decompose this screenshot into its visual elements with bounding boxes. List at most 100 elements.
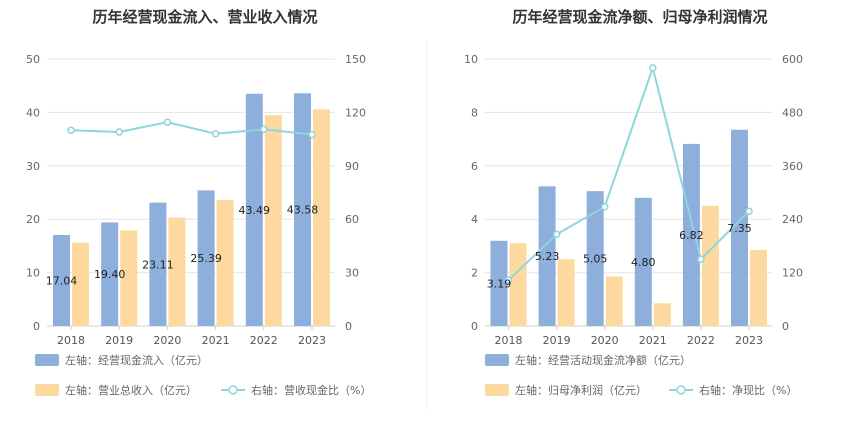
bar-series1 <box>586 191 604 326</box>
bar-series2 <box>653 303 671 326</box>
line-series <box>507 64 750 281</box>
bar-data-label: 6.82 <box>679 229 704 242</box>
legend-label: 左轴：经营现金流入（亿元） <box>65 353 208 367</box>
y-right-tick-label: 0 <box>782 320 789 333</box>
bar-data-label: 19.40 <box>94 268 126 281</box>
line-point <box>67 126 75 134</box>
y-left-tick-label: 2 <box>471 267 478 280</box>
x-tick-label: 2022 <box>687 334 715 347</box>
legend-line-marker <box>228 385 238 395</box>
y-left-tick-label: 6 <box>471 160 478 173</box>
y-left-tick-label: 10 <box>464 53 478 66</box>
line-point <box>600 202 609 211</box>
legend-swatch <box>35 384 59 396</box>
bar-series1 <box>682 143 700 326</box>
bar-series1 <box>538 186 556 326</box>
y-right-tick-label: 240 <box>782 213 803 226</box>
legend-label: 右轴：营收现金比（%） <box>251 383 371 397</box>
bar-data-label: 23.11 <box>142 258 174 271</box>
legend-label: 左轴：归母净利润（亿元） <box>515 383 647 397</box>
y-right-tick-label: 60 <box>345 213 359 226</box>
line-point <box>211 130 220 138</box>
y-left-tick-label: 8 <box>471 106 478 119</box>
bar-series1 <box>634 197 652 326</box>
y-left-tick-label: 0 <box>33 320 40 333</box>
bar-series2 <box>605 276 623 326</box>
line-point <box>552 230 561 239</box>
chart-title: 历年经营现金流净额、归母净利润情况 <box>512 8 767 26</box>
bar-series1 <box>101 222 119 326</box>
x-tick-label: 2020 <box>591 334 619 347</box>
legend-swatch <box>485 354 509 366</box>
line-point <box>697 255 705 263</box>
bar-series1 <box>294 93 311 326</box>
bar-series1 <box>731 129 748 326</box>
bar-series1 <box>245 93 263 326</box>
legend-line-marker <box>676 385 686 395</box>
legend-label: 右轴：净现比（%） <box>699 383 797 397</box>
bar-series2 <box>120 230 138 326</box>
x-tick-label: 2019 <box>543 334 571 347</box>
bar-series2 <box>701 205 719 326</box>
bar-series1 <box>53 235 70 326</box>
bar-data-label: 3.19 <box>487 277 512 290</box>
bar-data-label: 25.39 <box>190 252 222 265</box>
bar-data-label: 5.23 <box>535 250 560 263</box>
bar-series2 <box>313 109 330 326</box>
line-point <box>163 118 172 126</box>
chart-panel-2: 历年经营现金流净额、归母净利润情况 0 2 4 6 8 10 0 120 240 360 480 600… <box>464 8 803 397</box>
y-right-tick-label: 0 <box>345 320 352 333</box>
x-tick-label: 2020 <box>153 334 181 347</box>
y-left-tick-label: 40 <box>26 106 40 119</box>
x-tick-label: 2018 <box>495 334 523 347</box>
bar-series2 <box>750 249 767 326</box>
y-right-tick-label: 120 <box>782 267 803 280</box>
y-left-tick-label: 50 <box>26 53 40 66</box>
chart-panel-1: 历年经营现金流入、营业收入情况 0 10 20 30 40 50 0 30 60 90 120 150 2… <box>26 8 371 397</box>
line-point <box>504 276 513 284</box>
y-left-tick-label: 4 <box>471 213 478 226</box>
y-left-tick-label: 0 <box>471 320 478 333</box>
y-right-tick-label: 30 <box>345 267 359 280</box>
bar-series1 <box>149 202 167 326</box>
x-tick-label: 2022 <box>250 334 278 347</box>
y-right-tick-label: 360 <box>782 160 803 173</box>
line-point <box>115 128 123 136</box>
bar-series1 <box>197 190 215 326</box>
bar-series2 <box>264 115 282 326</box>
x-tick-label: 2023 <box>298 334 326 347</box>
bar-data-label: 43.49 <box>239 204 271 217</box>
bar-data-label: 43.58 <box>287 204 319 217</box>
y-right-tick-label: 150 <box>345 53 366 66</box>
x-tick-label: 2018 <box>57 334 85 347</box>
line-point <box>308 130 316 139</box>
bar-series2 <box>216 199 234 326</box>
y-right-tick-label: 600 <box>782 53 803 66</box>
y-right-tick-label: 480 <box>782 106 803 119</box>
legend-swatch <box>35 354 59 366</box>
line-point <box>649 64 657 72</box>
bar-data-label: 17.04 <box>46 275 78 288</box>
line-point <box>260 125 268 134</box>
bar-data-label: 5.05 <box>583 253 608 266</box>
bar-series2 <box>557 259 575 326</box>
y-right-tick-label: 120 <box>345 106 366 119</box>
chart-title: 历年经营现金流入、营业收入情况 <box>92 8 317 26</box>
x-tick-label: 2019 <box>105 334 133 347</box>
bar-series2 <box>72 242 89 326</box>
legend-swatch <box>485 384 509 396</box>
line-point <box>745 207 753 215</box>
y-right-tick-label: 90 <box>345 160 359 173</box>
x-tick-label: 2023 <box>735 334 763 347</box>
y-left-tick-label: 20 <box>26 213 40 226</box>
bar-data-label: 4.80 <box>631 256 656 269</box>
line-series <box>70 121 313 136</box>
legend-label: 左轴：经营活动现金流净额（亿元） <box>515 353 691 367</box>
legend-label: 左轴：营业总收入（亿元） <box>65 383 197 397</box>
bar-data-label: 7.35 <box>727 222 752 235</box>
y-left-tick-label: 10 <box>26 267 40 280</box>
y-left-tick-label: 30 <box>26 160 40 173</box>
x-tick-label: 2021 <box>202 334 230 347</box>
